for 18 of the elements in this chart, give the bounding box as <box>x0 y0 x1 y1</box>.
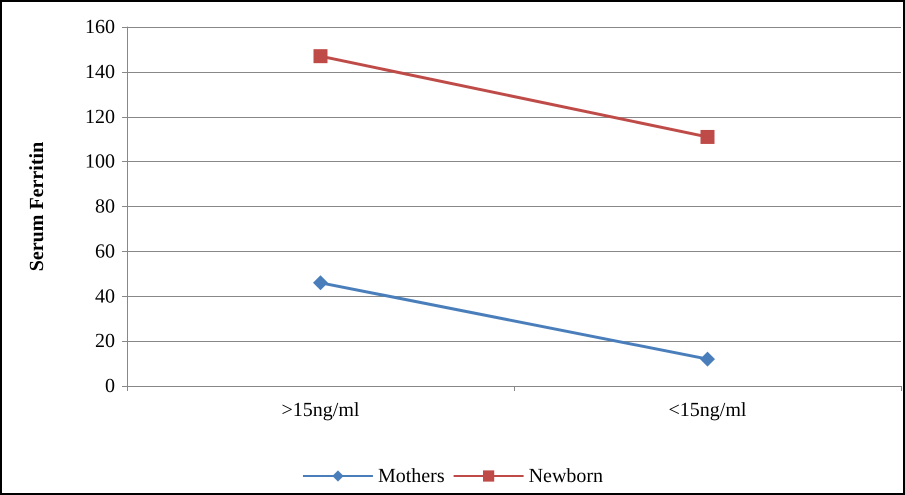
y-tick-label: 0 <box>105 375 115 397</box>
y-tick-label: 100 <box>85 150 115 173</box>
y-axis-title: Serum Ferritin <box>26 142 48 272</box>
y-tick-label: 40 <box>95 285 115 308</box>
y-tick-label: 60 <box>95 240 115 262</box>
legend-label: Mothers <box>378 465 445 487</box>
point <box>700 352 715 367</box>
y-tick-label: 160 <box>85 16 115 38</box>
point <box>313 275 328 290</box>
x-tick-label: <15ng/ml <box>668 399 747 421</box>
y-tick-label: 20 <box>95 330 115 352</box>
point <box>314 49 328 64</box>
point <box>700 130 714 144</box>
legend-label: Newborn <box>528 465 604 487</box>
y-tick-label: 140 <box>85 60 115 83</box>
y-tick-label: 80 <box>95 196 115 218</box>
x-tick-label: >15ng/ml <box>282 399 360 421</box>
y-tick-label: 120 <box>85 106 115 128</box>
